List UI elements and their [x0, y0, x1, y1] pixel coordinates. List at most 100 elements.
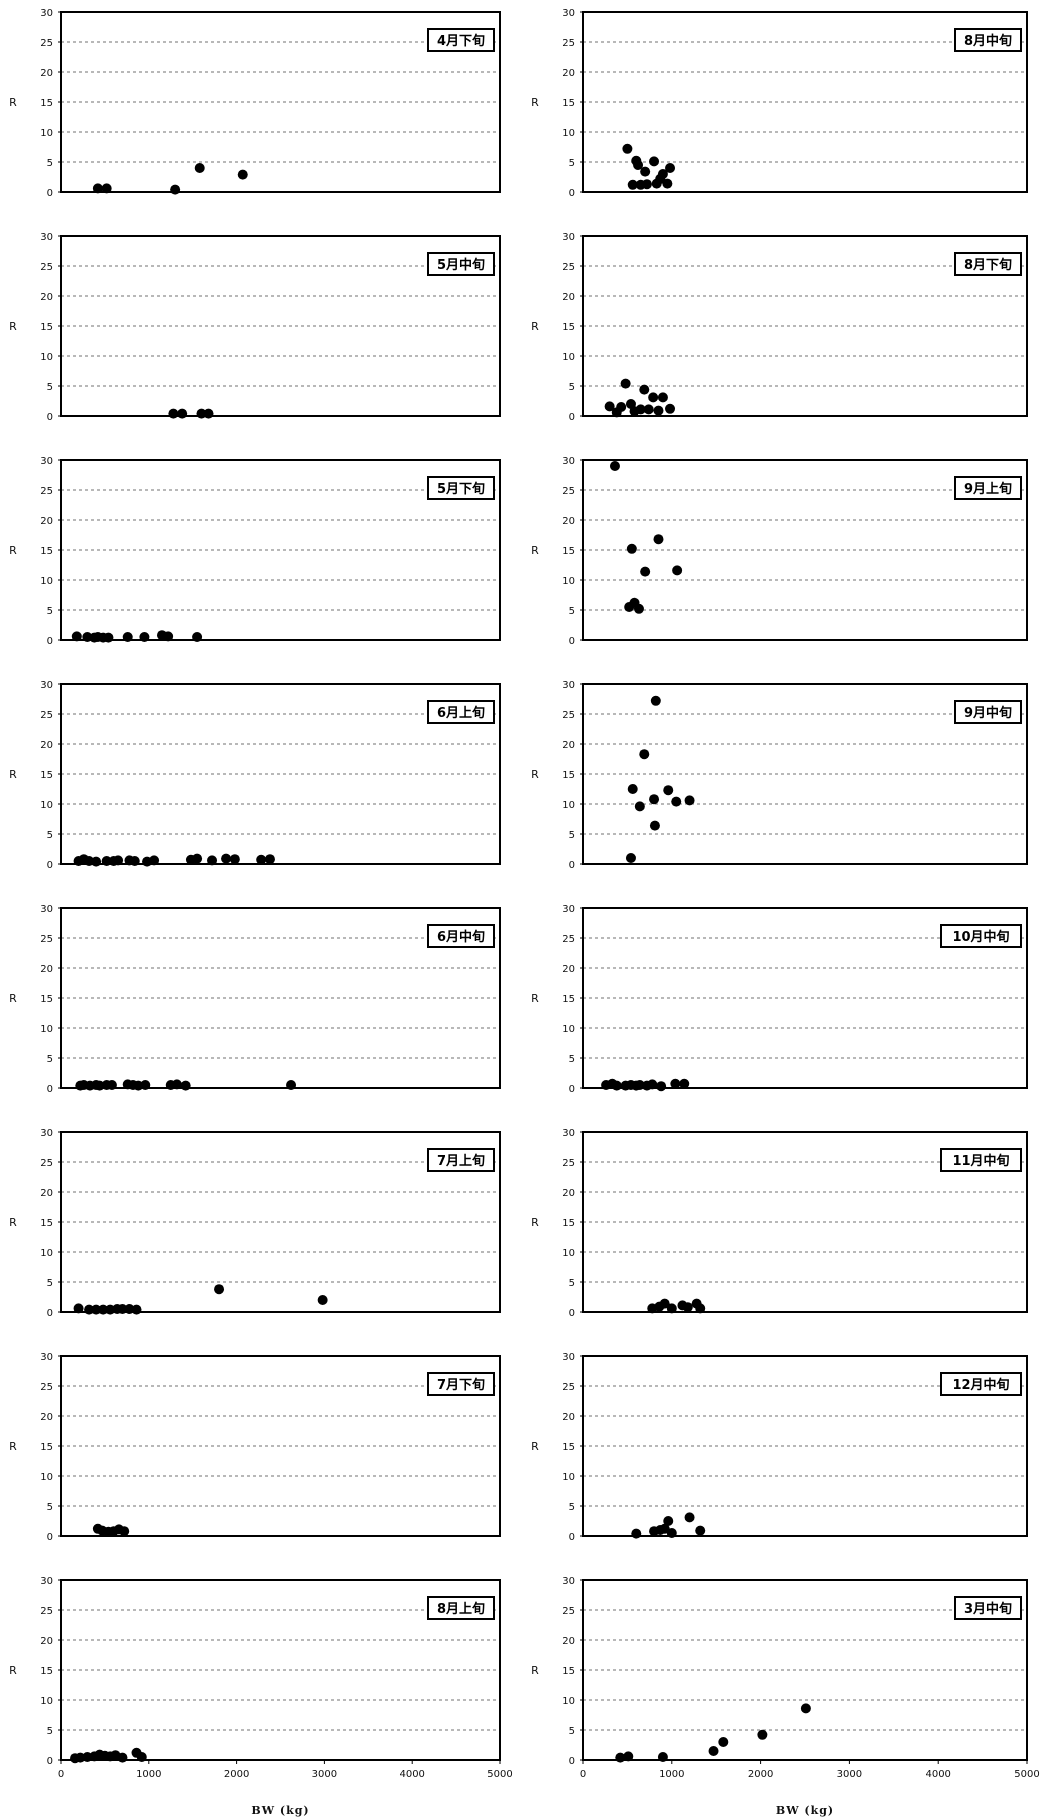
- data-point: [639, 749, 650, 760]
- y-tick-label: 25: [40, 1158, 53, 1169]
- data-point: [221, 853, 232, 864]
- y-tick-label: 10: [562, 1696, 575, 1707]
- y-tick-label: 30: [562, 232, 575, 243]
- data-point: [627, 784, 638, 794]
- data-point: [604, 401, 615, 412]
- data-point: [665, 403, 676, 414]
- y-axis-label: R: [9, 768, 17, 781]
- y-tick-label: 20: [562, 1188, 575, 1199]
- data-point: [622, 143, 633, 154]
- data-point: [626, 543, 637, 554]
- y-tick-label: 20: [40, 1412, 53, 1423]
- data-point: [663, 785, 674, 796]
- data-point: [625, 853, 636, 863]
- y-tick-label: 15: [40, 994, 53, 1005]
- data-point: [643, 404, 654, 415]
- x-axis-label: BW (kg): [776, 1804, 834, 1817]
- y-tick-label: 10: [40, 576, 53, 587]
- panel-title: 6月中旬: [437, 929, 485, 945]
- data-point: [177, 408, 188, 419]
- panel-title: 4月下旬: [437, 33, 485, 49]
- y-tick-label: 30: [40, 680, 53, 691]
- y-tick-label: 20: [562, 740, 575, 751]
- data-point: [168, 408, 179, 419]
- y-tick-label: 30: [562, 1352, 575, 1363]
- y-tick-label: 5: [569, 1502, 575, 1513]
- y-tick-label: 15: [562, 1666, 575, 1677]
- y-tick-label: 25: [40, 710, 53, 721]
- panel-title: 8月上旬: [437, 1601, 485, 1617]
- y-tick-label: 0: [569, 1084, 575, 1095]
- y-tick-label: 30: [40, 904, 53, 915]
- y-tick-label: 20: [40, 516, 53, 527]
- panel-title-box: [940, 1148, 1022, 1172]
- panel-title-box: [940, 1372, 1022, 1396]
- data-point: [682, 1302, 693, 1313]
- y-tick-label: 25: [40, 1606, 53, 1617]
- y-tick-label: 25: [562, 1606, 575, 1617]
- panel-title-box: [954, 700, 1022, 724]
- data-point: [634, 801, 645, 812]
- data-point: [194, 163, 205, 173]
- chart-panel-15: 0 5 10 15 20 25 30 R 0 1000 2000 3000 4000 5000 BW (kg…: [531, 1576, 1040, 1817]
- y-tick-label: 20: [40, 292, 53, 303]
- y-tick-label: 30: [562, 456, 575, 467]
- y-tick-label: 5: [47, 1054, 53, 1065]
- data-point: [84, 1304, 95, 1315]
- y-tick-label: 15: [562, 1442, 575, 1453]
- y-tick-label: 5: [47, 1726, 53, 1737]
- data-point: [666, 1303, 677, 1314]
- data-point: [91, 1304, 102, 1315]
- y-tick-label: 20: [562, 1412, 575, 1423]
- panel-title-box: [427, 700, 495, 724]
- y-tick-label: 20: [40, 964, 53, 975]
- data-point: [648, 392, 659, 403]
- data-point: [653, 405, 664, 416]
- data-point: [122, 632, 133, 642]
- chart-panel-11: 0 5 10 15 20 25 30 R 11月中旬: [531, 1128, 1028, 1319]
- y-tick-label: 20: [562, 516, 575, 527]
- y-tick-label: 15: [40, 770, 53, 781]
- y-tick-label: 10: [40, 1472, 53, 1483]
- y-tick-label: 15: [40, 98, 53, 109]
- y-tick-label: 30: [40, 1128, 53, 1139]
- data-point: [663, 1516, 674, 1526]
- data-point: [140, 1080, 151, 1090]
- data-point: [73, 1303, 84, 1314]
- panel-title-box: [427, 1148, 495, 1172]
- data-point: [649, 794, 660, 805]
- data-point: [131, 1304, 142, 1315]
- chart-panel-7: 0 5 10 15 20 25 30 R 9月中旬: [531, 680, 1028, 871]
- y-tick-label: 5: [47, 382, 53, 393]
- data-point: [695, 1525, 706, 1536]
- data-point: [656, 1081, 667, 1092]
- y-tick-label: 30: [40, 456, 53, 467]
- y-axis-label: R: [531, 992, 539, 1005]
- data-point: [98, 1304, 109, 1315]
- panel-title-box: [427, 476, 495, 500]
- y-tick-label: 10: [40, 1248, 53, 1259]
- y-tick-label: 0: [47, 860, 53, 871]
- data-point: [684, 795, 695, 806]
- y-tick-label: 10: [562, 576, 575, 587]
- y-tick-label: 5: [47, 830, 53, 841]
- y-tick-label: 5: [47, 606, 53, 617]
- y-tick-label: 10: [562, 352, 575, 363]
- data-point: [623, 1751, 634, 1762]
- y-tick-label: 25: [40, 38, 53, 49]
- panel-title-box: [427, 1372, 495, 1396]
- y-tick-label: 15: [40, 546, 53, 557]
- y-axis-label: R: [9, 1216, 17, 1229]
- y-tick-label: 25: [40, 934, 53, 945]
- panel-title: 8月中旬: [964, 33, 1012, 49]
- y-tick-label: 30: [40, 8, 53, 19]
- y-tick-label: 15: [562, 546, 575, 557]
- y-tick-label: 0: [569, 412, 575, 423]
- panel-title: 12月中旬: [952, 1377, 1009, 1393]
- data-point: [635, 404, 646, 415]
- data-point: [640, 566, 651, 577]
- y-axis-label: R: [9, 96, 17, 109]
- data-point: [106, 1080, 117, 1090]
- data-point: [286, 1080, 297, 1090]
- panel-title-box: [954, 476, 1022, 500]
